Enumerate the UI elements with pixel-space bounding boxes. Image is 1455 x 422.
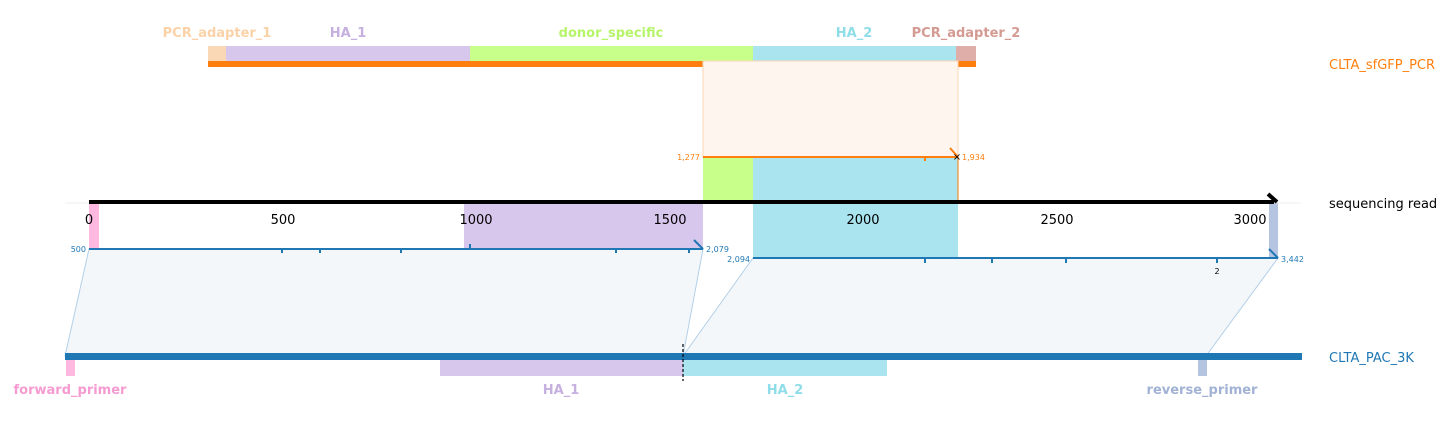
tick-label-2500: 2500 (1040, 213, 1073, 228)
feature-ha-2-bar (753, 46, 956, 61)
top-alignment-end-label: 1,934 (962, 153, 985, 162)
tick-label-1000: 1000 (459, 213, 492, 228)
read-axis: sequencing read 0 500 1000 1500 2000 250… (65, 192, 1437, 228)
feature-ha-2-bar-bottom (683, 360, 887, 376)
feature-reverse-primer-bar (1198, 360, 1207, 376)
feature-pcr-adapter-2-bar (956, 46, 976, 61)
reference-name-top: CLTA_sfGFP_PCR (1329, 58, 1435, 73)
tick-label-1500: 1500 (653, 213, 686, 228)
tick-label-3000: 3000 (1233, 213, 1266, 228)
feature-label-reverse-primer: reverse_primer (1147, 383, 1259, 398)
feature-label-ha-2: HA_2 (836, 26, 873, 41)
reference-name-bottom: CLTA_PAC_3K (1329, 351, 1414, 366)
bottom-left-alignment-shade (64, 248, 704, 357)
read-donor-specific-block (703, 157, 753, 202)
tick-label-0: 0 (85, 213, 93, 228)
bottom-left-alignment: 500 2,079 (64, 239, 729, 357)
top-alignment-start-label: 1,277 (677, 153, 700, 162)
feature-label-pcr-adapter-1: PCR_adapter_1 (163, 26, 272, 41)
mismatch-x-icon: × (953, 152, 961, 163)
feature-label-ha-2-bottom: HA_2 (767, 383, 804, 398)
top-reference-bar (208, 61, 976, 67)
top-alignment-end-arrow (949, 147, 959, 158)
bottom-left-end-label: 2,079 (706, 245, 729, 254)
read-forward-primer-block (89, 202, 99, 248)
top-alignment-shade (702, 60, 959, 158)
bottom-right-start-label: 2,094 (727, 255, 750, 264)
feature-donor-specific-bar (470, 46, 753, 61)
feature-label-pcr-adapter-2: PCR_adapter_2 (912, 26, 1021, 41)
tick-label-2000: 2000 (846, 213, 879, 228)
read-ha-2-block-bottom (753, 202, 958, 258)
tick-label-500: 500 (271, 213, 296, 228)
feature-forward-primer-bar (66, 360, 75, 376)
bottom-right-alignment-shade (682, 257, 1279, 357)
feature-pcr-adapter-1-bar (208, 46, 226, 61)
feature-label-forward-primer: forward_primer (14, 383, 128, 398)
feature-ha-1-bar (226, 46, 470, 61)
read-reverse-primer-block (1269, 202, 1278, 258)
bottom-left-start-label: 500 (71, 245, 86, 254)
top-alignment: × 1,277 1,934 (677, 60, 985, 202)
reference-name-read: sequencing read (1329, 197, 1437, 212)
bottom-left-alignment-end-arrow (693, 239, 704, 250)
read-blocks (89, 202, 1278, 258)
bottom-right-end-label: 3,442 (1281, 255, 1304, 264)
bottom-right-note-label: 2 (1214, 267, 1219, 276)
feature-label-ha-1-bottom: HA_1 (543, 383, 580, 398)
read-axis-arrow (1266, 192, 1279, 204)
bottom-reference: forward_primer HA_1 HA_2 reverse_primer … (14, 344, 1414, 398)
read-ha-1-block (464, 202, 703, 248)
read-ha-2-block-top (753, 157, 958, 202)
feature-ha-1-bar-bottom (440, 360, 683, 376)
top-reference: PCR_adapter_1 HA_1 donor_specific HA_2 P… (163, 26, 1435, 73)
feature-label-ha-1: HA_1 (330, 26, 367, 41)
bottom-right-alignment-end-arrow (1268, 248, 1279, 259)
bottom-right-alignment: 2,094 3,442 2 (682, 248, 1304, 357)
feature-label-donor-specific: donor_specific (559, 26, 664, 41)
